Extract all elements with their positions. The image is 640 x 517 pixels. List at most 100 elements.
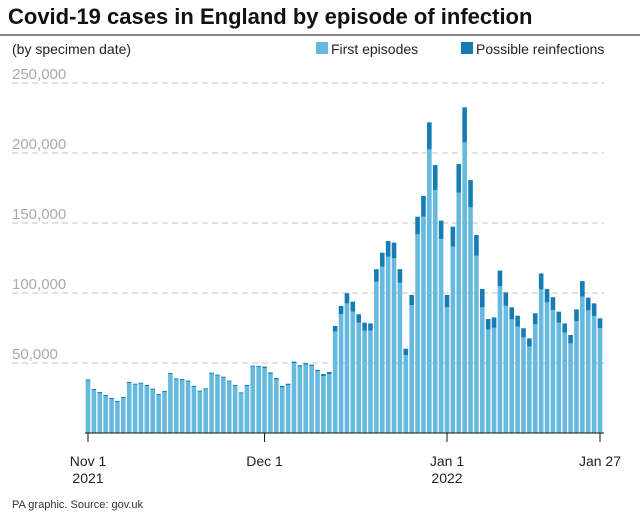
bar-possible-reinfections <box>421 195 426 217</box>
bar-possible-reinfections <box>468 180 473 208</box>
bar-first-episodes <box>574 321 579 433</box>
bar-first-episodes <box>421 216 426 433</box>
bar-first-episodes <box>550 309 556 433</box>
bar-possible-reinfections <box>156 393 161 395</box>
bar-possible-reinfections <box>503 292 509 306</box>
bar-first-episodes <box>185 381 191 433</box>
x-tick-label: Jan 1 <box>430 453 464 469</box>
bar-first-episodes <box>444 307 450 433</box>
bar-possible-reinfections <box>291 361 297 363</box>
bar-possible-reinfections <box>226 380 232 382</box>
bar-first-episodes <box>556 322 562 433</box>
bar-possible-reinfections <box>262 366 267 369</box>
bar-possible-reinfections <box>474 235 479 256</box>
bar-possible-reinfections <box>497 270 503 287</box>
bar-first-episodes <box>315 371 320 433</box>
bar-first-episodes <box>138 383 144 433</box>
bar-possible-reinfections <box>362 322 367 331</box>
bar-first-episodes <box>168 373 173 433</box>
bar-first-episodes <box>415 234 420 433</box>
bar-first-episodes <box>250 366 256 433</box>
bar-first-episodes <box>197 391 203 433</box>
bar-first-episodes <box>91 390 97 433</box>
bar-possible-reinfections <box>438 220 444 239</box>
bar-first-episodes <box>580 296 585 433</box>
bar-possible-reinfections <box>97 391 103 393</box>
bar-first-episodes <box>474 255 479 433</box>
bar-possible-reinfections <box>274 377 279 380</box>
bar-possible-reinfections <box>256 365 261 367</box>
bar-first-episodes <box>238 393 244 433</box>
bar-first-episodes <box>332 331 338 433</box>
bar-possible-reinfections <box>309 364 314 367</box>
bar-first-episodes <box>321 376 326 433</box>
bar-possible-reinfections <box>103 395 108 397</box>
bar-first-episodes <box>585 310 591 433</box>
bar-possible-reinfections <box>191 385 197 387</box>
bar-possible-reinfections <box>562 323 567 333</box>
bar-possible-reinfections <box>279 385 285 388</box>
bar-first-episodes <box>115 401 120 433</box>
bar-possible-reinfections <box>538 273 544 290</box>
bar-first-episodes <box>497 286 503 433</box>
bar-first-episodes <box>338 314 344 433</box>
bar-first-episodes <box>479 307 485 433</box>
bar-possible-reinfections <box>150 388 156 390</box>
bar-possible-reinfections <box>138 382 144 384</box>
bar-first-episodes <box>268 373 273 433</box>
bar-first-episodes <box>226 381 232 433</box>
bar-possible-reinfections <box>179 378 185 380</box>
bar-possible-reinfections <box>532 313 538 325</box>
bar-possible-reinfections <box>521 328 526 338</box>
bar-possible-reinfections <box>285 383 291 386</box>
bar-first-episodes <box>291 363 297 433</box>
y-tick-label: 100,000 <box>12 276 66 293</box>
bar-first-episodes <box>203 389 209 433</box>
bar-possible-reinfections <box>144 384 150 386</box>
x-tick-label: Dec 1 <box>246 453 283 469</box>
bar-possible-reinfections <box>332 325 338 332</box>
bar-first-episodes <box>326 374 332 433</box>
bar-possible-reinfections <box>591 303 597 316</box>
bar-possible-reinfections <box>403 348 409 356</box>
bar-first-episodes <box>562 332 567 433</box>
bar-possible-reinfections <box>456 164 462 193</box>
bar-first-episodes <box>362 330 367 433</box>
bar-first-episodes <box>391 258 397 433</box>
bar-first-episodes <box>515 326 520 433</box>
bar-first-episodes <box>303 364 309 433</box>
bar-possible-reinfections <box>215 374 220 376</box>
bar-possible-reinfections <box>356 314 362 323</box>
bar-first-episodes <box>262 368 267 433</box>
y-tick-label: 250,000 <box>12 66 66 83</box>
bar-possible-reinfections <box>85 379 91 381</box>
bar-first-episodes <box>485 329 491 433</box>
chart-title: Covid-19 cases in England by episode of … <box>8 4 532 29</box>
bar-first-episodes <box>591 315 597 433</box>
bar-first-episodes <box>450 246 456 433</box>
bar-possible-reinfections <box>556 311 562 323</box>
bar-first-episodes <box>368 330 373 433</box>
bar-first-episodes <box>144 385 150 433</box>
bar-first-episodes <box>156 394 161 433</box>
bar-possible-reinfections <box>238 392 244 394</box>
bar-possible-reinfections <box>379 252 385 267</box>
bar-possible-reinfections <box>568 335 573 344</box>
bar-first-episodes <box>385 256 391 433</box>
bar-possible-reinfections <box>173 378 179 380</box>
bar-possible-reinfections <box>209 372 214 374</box>
bar-first-episodes <box>103 396 108 433</box>
gridlines <box>12 82 604 364</box>
bar-possible-reinfections <box>550 297 556 310</box>
bar-possible-reinfections <box>368 323 373 331</box>
x-tick-year: 2022 <box>431 470 462 486</box>
legend-label-first-episodes: First episodes <box>331 41 418 57</box>
bar-first-episodes <box>491 327 497 433</box>
bar-first-episodes <box>397 282 403 433</box>
bar-first-episodes <box>97 392 103 433</box>
bar-first-episodes <box>109 398 114 433</box>
y-tick-label: 200,000 <box>12 136 66 153</box>
bar-first-episodes <box>568 343 573 433</box>
